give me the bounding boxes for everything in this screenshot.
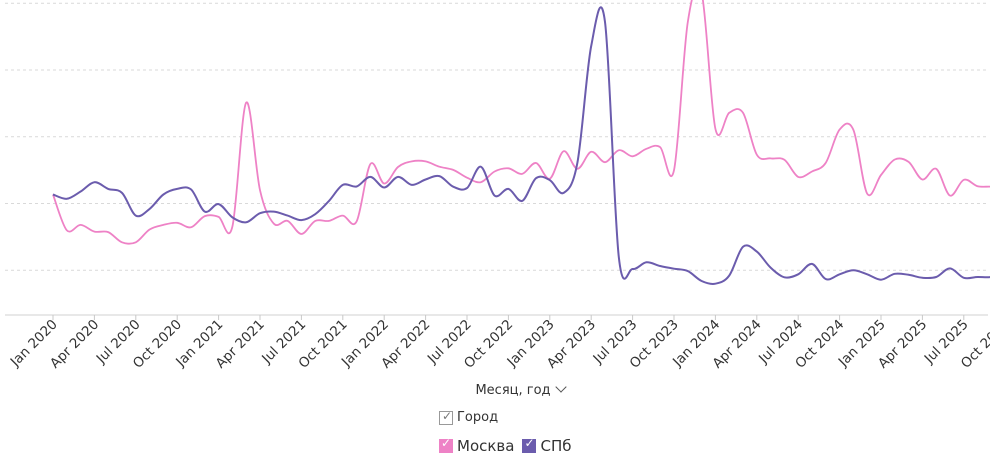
legend-label-spb: СПб bbox=[540, 437, 572, 455]
chevron-down-icon bbox=[554, 381, 567, 393]
x-axis-title[interactable]: Месяц, год bbox=[0, 381, 990, 398]
legend-swatch-spb: ✓ bbox=[522, 436, 537, 453]
x-axis-title-text: Месяц, год bbox=[475, 383, 551, 398]
checkbox-icon: ✓ bbox=[439, 409, 453, 425]
legend-group-toggle[interactable]: ✓ Город bbox=[439, 409, 499, 425]
legend-swatch-moskva: ✓ bbox=[439, 436, 453, 453]
series-lines bbox=[52, 0, 990, 285]
series-line-spb bbox=[52, 6, 990, 285]
legend-item-spb[interactable]: ✓ СПб bbox=[522, 436, 572, 455]
legend: ✓ Москва ✓ СПб bbox=[439, 436, 579, 455]
series-line-moskva bbox=[52, 0, 990, 245]
legend-item-moskva[interactable]: ✓ Москва bbox=[439, 436, 515, 455]
gridlines bbox=[5, 2, 988, 271]
legend-group-label: Город bbox=[457, 410, 499, 425]
legend-label-moskva: Москва bbox=[457, 437, 515, 455]
